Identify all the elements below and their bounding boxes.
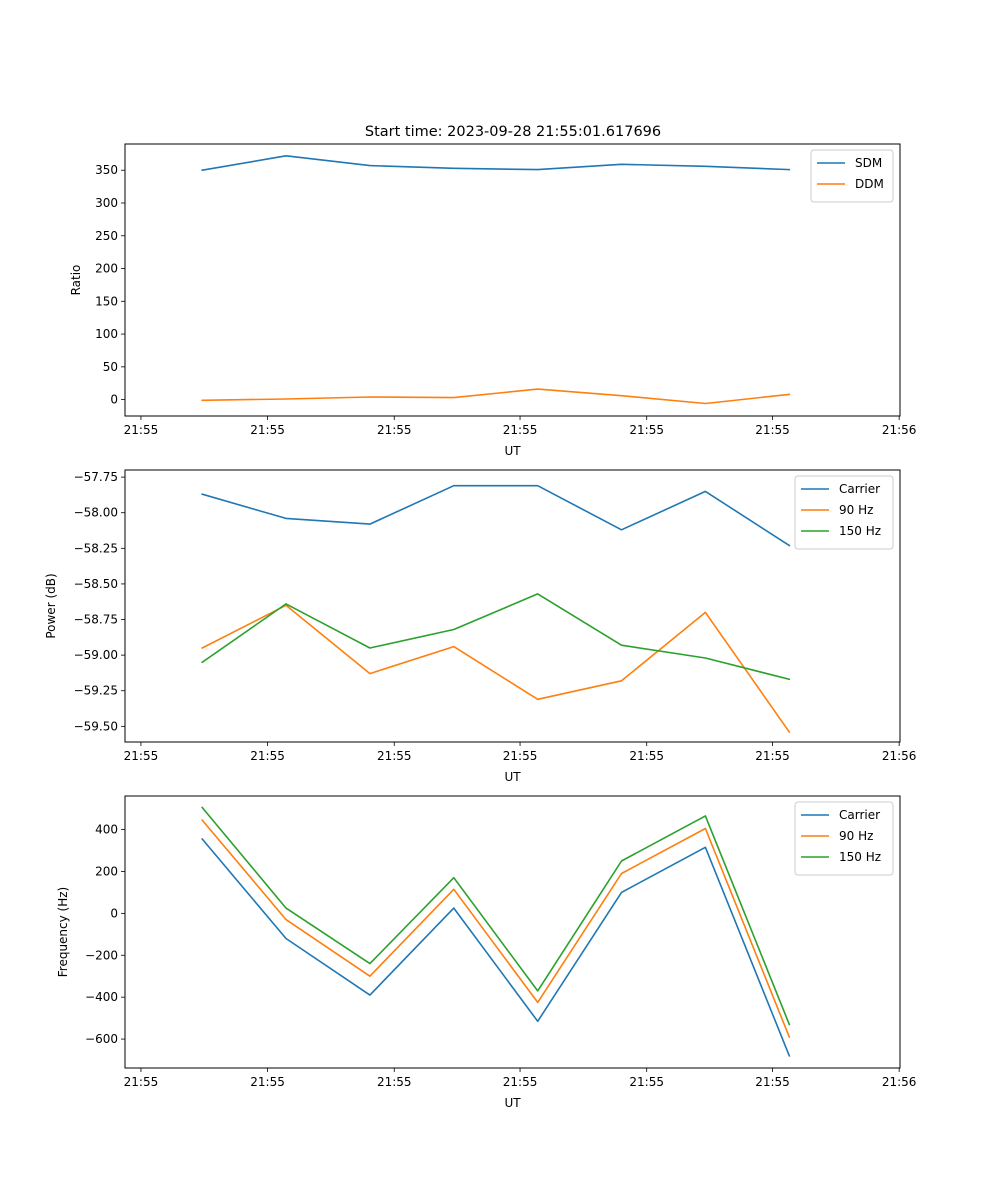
x-axis-label: UT bbox=[504, 770, 521, 784]
x-tick-label: 21:55 bbox=[503, 1075, 538, 1089]
x-tick-label: 21:55 bbox=[250, 749, 285, 763]
y-tick-label: 350 bbox=[95, 163, 118, 177]
x-tick-label: 21:55 bbox=[629, 1075, 664, 1089]
y-tick-label: 200 bbox=[95, 262, 118, 276]
power-chart: 21:55 21:55 21:55 21:55 21:55 21:55 21:56 −57.… bbox=[44, 469, 917, 784]
y-tick-label: −59.25 bbox=[74, 684, 118, 698]
y-tick-label: −200 bbox=[85, 948, 118, 962]
x-tick-label: 21:56 bbox=[882, 1075, 917, 1089]
y-tick-label: 0 bbox=[110, 906, 118, 920]
legend-label: Carrier bbox=[839, 808, 880, 822]
legend-label: 150 Hz bbox=[839, 524, 881, 538]
chart-title: Start time: 2023-09-28 21:55:01.617696 bbox=[365, 124, 661, 140]
x-tick-label: 21:55 bbox=[250, 1075, 285, 1089]
frequency-chart: 21:55 21:55 21:55 21:55 21:55 21:55 21:56 400 2… bbox=[56, 795, 917, 1110]
x-tick-label: 21:55 bbox=[629, 423, 664, 437]
y-tick-label: 100 bbox=[95, 327, 118, 341]
x-axis-label: UT bbox=[504, 444, 521, 458]
legend: Carrier 90 Hz 150 Hz bbox=[794, 801, 894, 876]
y-tick-label: 50 bbox=[103, 360, 118, 374]
y-tick-label: −57.75 bbox=[74, 470, 118, 484]
series-line-sdm bbox=[201, 155, 791, 172]
y-tick-label: −59.00 bbox=[74, 648, 118, 662]
x-tick-label: 21:55 bbox=[124, 1075, 159, 1089]
y-tick-label: −59.50 bbox=[74, 719, 118, 733]
series-line-ddm bbox=[201, 388, 791, 405]
series-line-150-hz bbox=[201, 593, 791, 681]
x-tick-label: 21:55 bbox=[755, 1075, 790, 1089]
legend: Carrier 90 Hz 150 Hz bbox=[794, 475, 894, 550]
y-axis-label: Power (dB) bbox=[44, 573, 58, 638]
y-tick-label: −58.25 bbox=[74, 541, 118, 555]
y-tick-label: 150 bbox=[95, 294, 118, 308]
x-tick-label: 21:55 bbox=[377, 423, 412, 437]
series-line-carrier bbox=[201, 837, 791, 1057]
y-tick-label: −58.75 bbox=[74, 613, 118, 627]
x-tick-label: 21:56 bbox=[882, 423, 917, 437]
x-tick-label: 21:55 bbox=[503, 423, 538, 437]
plot-frame bbox=[124, 795, 901, 1069]
y-tick-label: −58.00 bbox=[74, 506, 118, 520]
y-axis-label: Ratio bbox=[69, 265, 83, 296]
legend-label: 90 Hz bbox=[839, 503, 873, 517]
y-tick-label: 400 bbox=[95, 823, 118, 837]
x-tick-label: 21:55 bbox=[755, 423, 790, 437]
series-line-90-hz bbox=[201, 604, 791, 734]
y-tick-label: 0 bbox=[110, 393, 118, 407]
x-tick-label: 21:55 bbox=[250, 423, 285, 437]
x-tick-label: 21:56 bbox=[882, 749, 917, 763]
y-tick-label: 300 bbox=[95, 196, 118, 210]
plot-frame bbox=[124, 469, 901, 743]
ratio-chart: Start time: 2023-09-28 21:55:01.617696 2… bbox=[69, 124, 916, 458]
y-tick-label: −600 bbox=[85, 1032, 118, 1046]
y-tick-label: 250 bbox=[95, 229, 118, 243]
y-tick-label: −58.50 bbox=[74, 577, 118, 591]
y-tick-label: 200 bbox=[95, 864, 118, 878]
series-line-carrier bbox=[201, 484, 791, 547]
legend-label: 90 Hz bbox=[839, 829, 873, 843]
legend-label: 150 Hz bbox=[839, 850, 881, 864]
legend: SDM DDM bbox=[810, 149, 894, 203]
y-axis-label: Frequency (Hz) bbox=[56, 887, 70, 978]
series-line-90-hz bbox=[201, 818, 791, 1039]
legend-label: SDM bbox=[855, 156, 882, 170]
series-line-150-hz bbox=[201, 806, 791, 1026]
x-tick-label: 21:55 bbox=[503, 749, 538, 763]
x-tick-label: 21:55 bbox=[377, 1075, 412, 1089]
plot-frame bbox=[124, 143, 901, 417]
y-tick-label: −400 bbox=[85, 990, 118, 1004]
x-tick-label: 21:55 bbox=[629, 749, 664, 763]
x-tick-label: 21:55 bbox=[377, 749, 412, 763]
x-tick-label: 21:55 bbox=[755, 749, 790, 763]
legend-label: Carrier bbox=[839, 482, 880, 496]
legend-label: DDM bbox=[855, 177, 884, 191]
x-tick-label: 21:55 bbox=[124, 423, 159, 437]
x-tick-label: 21:55 bbox=[124, 749, 159, 763]
x-axis-label: UT bbox=[504, 1096, 521, 1110]
